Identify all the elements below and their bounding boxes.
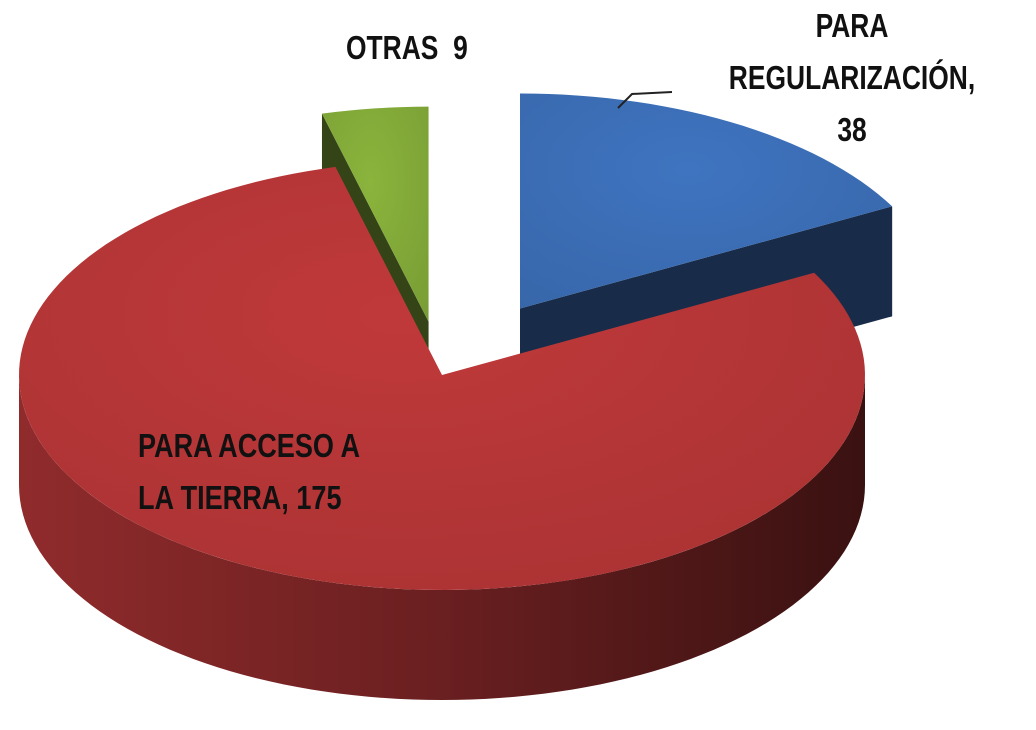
data-label: PARA REGULARIZACIÓN, 38 [728,7,983,148]
slice-top [321,106,429,322]
tops [19,93,893,590]
data-label: OTRAS 9 [346,29,468,66]
leader-line [617,91,673,109]
slice-side [19,375,865,700]
data-label: PARA ACCESO A LA TIERRA, 175 [138,427,367,516]
slice-top [519,93,893,309]
slice-top [19,166,865,590]
